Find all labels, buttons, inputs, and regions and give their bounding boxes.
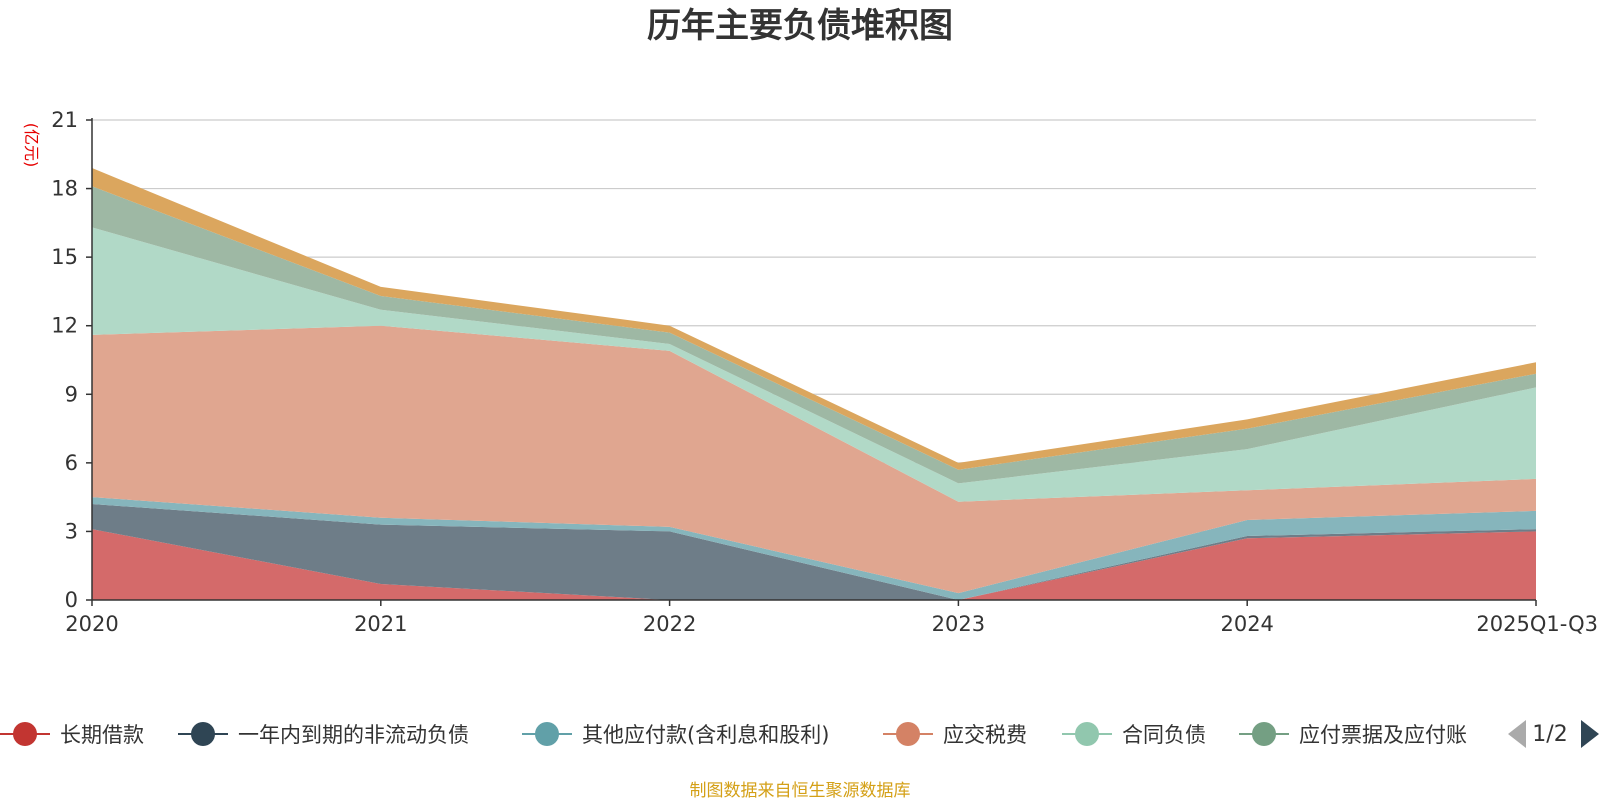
legend-marker-2 — [191, 722, 215, 746]
stacked-areas — [92, 168, 1536, 600]
legend-marker-4 — [896, 722, 920, 746]
y-tick-label-6: 6 — [65, 451, 78, 475]
y-tick-label-15: 15 — [51, 245, 78, 269]
chart-title: 历年主要负债堆积图 — [647, 6, 953, 46]
legend-item-3[interactable]: 其他应付款(含利息和股利) — [522, 722, 829, 747]
area-series-2 — [92, 504, 1536, 600]
legend-item-4[interactable]: 应交税费 — [883, 722, 1027, 747]
x-tick-label-2021: 2021 — [354, 612, 407, 636]
legend-marker-5 — [1075, 722, 1099, 746]
axes: 0 3 6 9 12 15 18 21 2020 2021 2022 2023 2024 2025Q1-Q… — [51, 108, 1598, 636]
legend-marker-3 — [535, 722, 559, 746]
x-tick-label-2025Q1-Q3: 2025Q1-Q3 — [1476, 612, 1598, 636]
legend-page-indicator: 1/2 — [1532, 722, 1567, 747]
legend-pager: 1/2 — [1508, 720, 1599, 748]
area-series-3 — [92, 497, 1536, 600]
legend-marker-6 — [1252, 722, 1276, 746]
y-tick-label-9: 9 — [65, 382, 78, 406]
y-tick-label-12: 12 — [51, 314, 78, 338]
y-tick-label-21: 21 — [51, 108, 78, 132]
legend-item-2[interactable]: 一年内到期的非流动负债 — [178, 722, 469, 747]
legend-item-5[interactable]: 合同负债 — [1062, 722, 1206, 747]
x-tick-label-2020: 2020 — [65, 612, 118, 636]
legend-next-page-button[interactable] — [1581, 720, 1599, 748]
legend-marker-1 — [13, 722, 37, 746]
x-tick-label-2022: 2022 — [643, 612, 696, 636]
legend-label-1: 长期借款 — [60, 723, 144, 747]
area-series-4 — [92, 325, 1536, 594]
legend: 长期借款 一年内到期的非流动负债 其他应付款(含利息和股利) 应交税费 合同负债 应付票据… — [0, 722, 1467, 747]
legend-label-5: 合同负债 — [1122, 723, 1206, 747]
x-tick-label-2023: 2023 — [932, 612, 985, 636]
legend-item-6[interactable]: 应付票据及应付账 — [1239, 722, 1467, 747]
legend-label-6: 应付票据及应付账 — [1299, 723, 1467, 747]
legend-item-1[interactable]: 长期借款 — [0, 722, 144, 747]
y-tick-label-18: 18 — [51, 177, 78, 201]
y-axis-unit-label: (亿元) — [22, 123, 41, 168]
legend-label-3: 其他应付款(含利息和股利) — [582, 723, 829, 747]
y-tick-label-3: 3 — [65, 519, 78, 543]
area-series-1 — [92, 529, 1536, 600]
legend-label-2: 一年内到期的非流动负债 — [238, 723, 469, 747]
legend-prev-page-button[interactable] — [1508, 720, 1526, 748]
legend-label-4: 应交税费 — [943, 723, 1027, 747]
area-series-5 — [92, 227, 1536, 502]
y-tick-label-0: 0 — [65, 588, 78, 612]
data-source-note: 制图数据来自恒生聚源数据库 — [690, 781, 911, 800]
x-tick-label-2024: 2024 — [1220, 612, 1273, 636]
